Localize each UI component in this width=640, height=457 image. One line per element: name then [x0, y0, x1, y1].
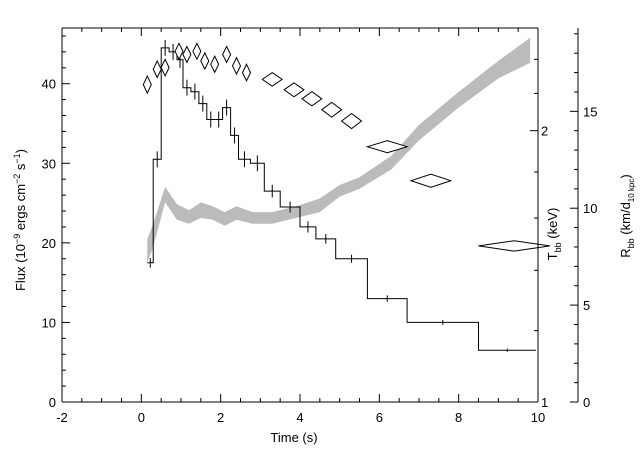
y-label-flux-part: s [13, 163, 28, 174]
x-tick-label: 8 [455, 410, 462, 425]
y-label-flux-part: ) [13, 149, 28, 153]
temperature-point [241, 63, 252, 83]
radius-band-layer [147, 37, 531, 263]
y-tick-label-flux: 0 [49, 395, 56, 410]
temperature-point [478, 240, 550, 252]
y-tick-label-flux: 40 [42, 77, 56, 92]
x-tick-label: 2 [217, 410, 224, 425]
temperature-point [182, 45, 192, 64]
temperature-point [320, 101, 343, 118]
x-tick-label: 6 [376, 410, 383, 425]
y-label-flux-part: Flux (10 [13, 244, 28, 291]
y-tick-label-temperature: 2 [541, 124, 548, 139]
x-axis-label: Time (s) [270, 430, 317, 445]
temperature-point [365, 140, 409, 154]
y-label-radius-part: ) [618, 174, 633, 178]
y-axis-label-flux: Flux (10−9 ergs cm−2 s−1) [12, 149, 28, 291]
temperature-point [160, 58, 170, 77]
y-label-radius-sub: bb [626, 238, 636, 248]
x-tick-label: -2 [56, 410, 68, 425]
x-tick-label: 4 [296, 410, 303, 425]
y-axis-label-radius: Rbb (km/d10 kpc) [618, 174, 636, 257]
y-label-temp-part: (keV) [545, 208, 560, 243]
y-axis-label-temperature: Tbb (keV) [545, 208, 563, 261]
y-label-temp-sub: bb [553, 242, 563, 252]
y-label-flux-sup: −1 [12, 153, 22, 163]
y-label-radius-part: R [618, 248, 633, 257]
x-tick-label: 0 [138, 410, 145, 425]
temperature-point [142, 74, 152, 95]
temperature-point [283, 82, 305, 98]
y-tick-label-flux: 10 [42, 315, 56, 330]
y-tick-label-radius: 15 [583, 104, 597, 119]
y-tick-label-temperature: 1 [541, 395, 548, 410]
y-label-flux-part: ergs cm [13, 184, 28, 234]
radius-band [147, 37, 531, 263]
temperature-point [301, 90, 323, 107]
temperature-layer [142, 42, 550, 252]
y-tick-label-flux: 30 [42, 156, 56, 171]
y-tick-label-radius: 0 [583, 395, 590, 410]
y-label-temp-part: T [545, 252, 560, 260]
y-tick-label-radius: 5 [583, 298, 590, 313]
temperature-point [210, 54, 220, 74]
temperature-point [409, 173, 453, 188]
temperature-point [200, 51, 210, 71]
x-tick-label: 10 [531, 410, 545, 425]
temperature-point [231, 56, 242, 76]
temperature-point [261, 71, 283, 87]
y-label-radius-sub: 10 kpc [627, 179, 636, 203]
y-label-radius-part: (km/d [618, 202, 633, 238]
temperature-point [152, 59, 162, 79]
temperature-point [174, 42, 184, 61]
temperature-point [222, 45, 232, 64]
temperature-point [192, 42, 202, 61]
y-tick-label-flux: 20 [42, 236, 56, 251]
y-label-flux-sup: −9 [12, 234, 22, 244]
y-label-flux-sup: −2 [12, 174, 22, 184]
temperature-point [340, 112, 363, 130]
y-tick-label-radius: 10 [583, 201, 597, 216]
